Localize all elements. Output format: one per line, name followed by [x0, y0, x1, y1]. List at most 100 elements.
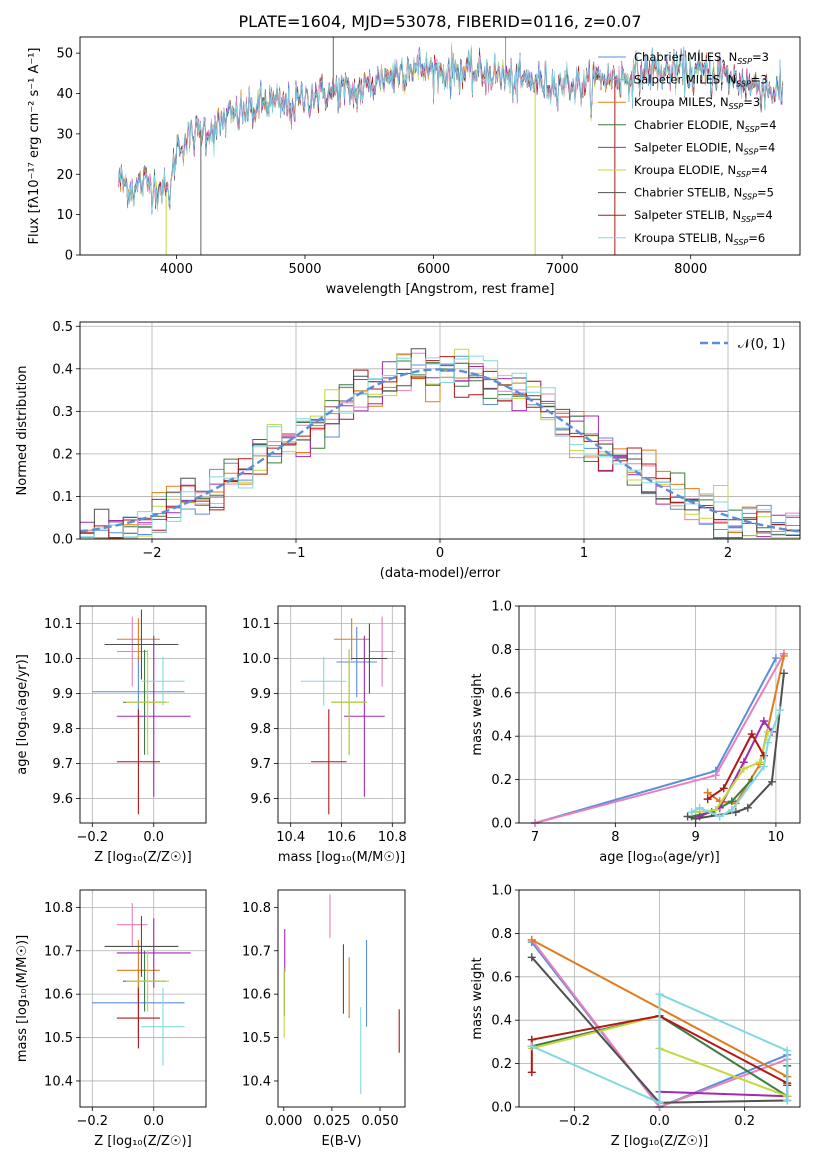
y-tick-label: 10.0 — [242, 652, 271, 667]
legend-label: Salpeter MILES, NSSP=3 — [634, 73, 768, 89]
x-tick-label: 8000 — [674, 262, 707, 277]
histogram-chabrier-stelib — [80, 348, 800, 539]
x-tick-label: −1 — [286, 546, 305, 561]
weight-marker-kroupa-stelib — [783, 1096, 792, 1105]
y-tick-label: 30 — [56, 127, 73, 142]
legend-label: Chabrier STELIB, NSSP=5 — [634, 186, 774, 202]
weight-marker-kroupa-stelib — [655, 990, 664, 999]
weight-marker-chabrier-miles — [771, 654, 780, 663]
age-vs-mass-panel: 10.4 10.6 10.8 9.6 9.7 9.8 9.9 10.0 10.1 mass [lo… — [242, 605, 407, 865]
legend-label: Chabrier MILES, NSSP=3 — [634, 50, 769, 66]
weight-marker-kroupa-stelib — [763, 738, 772, 747]
weight-marker-salpeter-stelib — [719, 784, 728, 793]
figure-title: PLATE=1604, MJD=53078, FIBERID=0116, z=0… — [238, 12, 642, 31]
axes-frame — [277, 889, 406, 1108]
weight-marker-kroupa-elodie — [763, 727, 772, 736]
y-tick-label: 10.1 — [242, 617, 271, 632]
y-tick-label: 0.2 — [491, 1057, 512, 1072]
y-tick-label: 9.6 — [52, 792, 73, 807]
x-tick-label: 1 — [580, 546, 588, 561]
y-axis-label: age [log₁₀(age/yr)] — [15, 654, 30, 775]
y-tick-label: 0 — [65, 249, 73, 264]
y-tick-label: 0.5 — [52, 320, 73, 335]
x-axis-label: (data-model)/error — [380, 566, 501, 581]
weight-marker-chabrier-elodie — [727, 797, 736, 806]
weight-marker-salpeter-elodie — [695, 812, 704, 821]
axes-frame — [79, 36, 801, 256]
x-tick-label: −0.2 — [77, 1114, 109, 1129]
y-tick-label: 20 — [56, 168, 73, 183]
x-tick-label: 0 — [436, 546, 444, 561]
weight-line-kroupa-stelib — [531, 992, 789, 1105]
weight-line-salpeter-miles — [534, 653, 785, 823]
y-tick-label: 0.8 — [491, 927, 512, 942]
weight-marker-salpeter-miles — [711, 771, 720, 780]
y-tick-label: 40 — [56, 87, 73, 102]
x-tick-label: 6000 — [417, 262, 450, 277]
residuals-panel: −2 −1 0 1 2 0.0 0.1 0.2 0.3 0.4 0.5 (data-model)/er… — [15, 320, 801, 581]
x-tick-label: 8 — [611, 830, 619, 845]
x-axis-label: Z [log₁₀(Z/Z☉)] — [94, 1134, 191, 1149]
y-tick-label: 10.6 — [44, 988, 73, 1003]
axes-frame — [518, 889, 801, 1108]
y-tick-label: 0.4 — [52, 362, 73, 377]
x-tick-label: 0.0 — [143, 1114, 164, 1129]
y-axis-label: mass [log₁₀(M/M☉)] — [15, 935, 30, 1062]
y-tick-label: 10.8 — [44, 901, 73, 916]
y-tick-label: 10.7 — [44, 944, 73, 959]
axes-frame — [79, 605, 207, 824]
axes-frame — [518, 605, 801, 824]
weight-marker-chabrier-stelib — [683, 812, 692, 821]
x-tick-label: 2 — [724, 546, 732, 561]
weight-line-salpeter-elodie — [659, 1090, 788, 1098]
y-tick-label: 10.7 — [242, 944, 271, 959]
y-tick-label: 9.9 — [250, 687, 271, 702]
y-tick-label: 10.4 — [44, 1074, 73, 1089]
weight-marker-kroupa-stelib — [775, 706, 784, 715]
y-tick-label: 9.8 — [250, 722, 271, 737]
y-tick-label: 0.6 — [491, 686, 512, 701]
y-tick-label: 10.0 — [44, 652, 73, 667]
x-tick-label: −0.2 — [77, 830, 109, 845]
weight-marker-kroupa-elodie — [739, 764, 748, 773]
y-tick-label: 0.1 — [52, 490, 73, 505]
y-tick-label: 0.0 — [491, 817, 512, 832]
legend-label: Chabrier ELODIE, NSSP=4 — [634, 118, 776, 134]
legend-label: 𝒩(0, 1) — [738, 337, 785, 352]
histogram-kroupa-stelib — [80, 355, 800, 539]
legend-label: Salpeter ELODIE, NSSP=4 — [634, 140, 775, 156]
x-tick-label: 5000 — [288, 262, 321, 277]
x-tick-label: 0.000 — [265, 1114, 302, 1129]
x-tick-label: 0.2 — [734, 1114, 755, 1129]
weight-marker-kroupa-miles — [527, 935, 536, 944]
axes-frame — [277, 605, 406, 824]
weight-marker-salpeter-stelib — [747, 730, 756, 739]
weight-marker-chabrier-stelib — [691, 814, 700, 823]
mass-vs-EBV-panel: 0.000 0.025 0.050 10.4 10.5 10.6 10.7 10.8 E(B-V… — [242, 889, 406, 1149]
y-tick-label: 0.8 — [491, 643, 512, 658]
y-axis-label: mass weight — [470, 673, 485, 755]
x-axis-label: E(B-V) — [321, 1134, 361, 1149]
x-tick-label: −2 — [142, 546, 161, 561]
x-tick-label: 0.0 — [649, 1114, 670, 1129]
weight-vs-Z-panel: −0.2 0.0 0.2 0.0 0.2 0.4 0.6 0.8 1.0 Z [log₁₀(Z/Z… — [470, 884, 801, 1149]
weight-marker-kroupa-stelib — [783, 1046, 792, 1055]
y-tick-label: 9.7 — [250, 757, 271, 772]
axes-frame — [79, 889, 207, 1108]
y-tick-label: 10.1 — [44, 617, 73, 632]
x-axis-label: wavelength [Angstrom, rest frame] — [326, 282, 555, 297]
weight-marker-chabrier-stelib — [527, 953, 536, 962]
x-tick-label: 10 — [768, 830, 785, 845]
spectrum-line-kroupa-stelib — [118, 45, 784, 212]
weight-marker-chabrier-stelib — [743, 803, 752, 812]
y-tick-label: 0.4 — [491, 730, 512, 745]
weight-marker-kroupa-stelib — [759, 762, 768, 771]
x-tick-label: 10.6 — [327, 830, 356, 845]
axes-frame — [79, 321, 801, 540]
x-tick-label: 0.0 — [143, 830, 164, 845]
legend-label: Kroupa ELODIE, NSSP=4 — [634, 163, 768, 179]
x-axis-label: Z [log₁₀(Z/Z☉)] — [611, 1134, 708, 1149]
x-tick-label: −0.2 — [559, 1114, 591, 1129]
y-tick-label: 1.0 — [491, 600, 512, 615]
